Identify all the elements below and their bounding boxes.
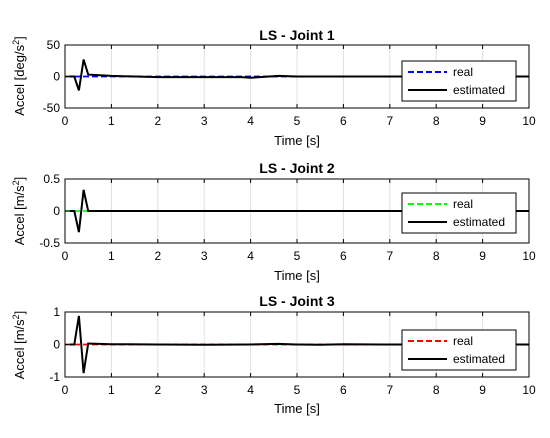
x-axis-label: Time [s]	[274, 401, 320, 416]
legend-box	[401, 329, 517, 371]
x-tick-label: 10	[522, 114, 536, 128]
legend: real estimated	[401, 60, 517, 102]
x-tick-label: 4	[247, 114, 254, 128]
x-tick-label: 3	[201, 383, 208, 397]
x-tick-label: 8	[433, 383, 440, 397]
x-tick-label: 9	[479, 114, 486, 128]
x-tick-label: 7	[386, 249, 393, 263]
y-tick-label: 0	[53, 204, 60, 218]
legend-label-real: real	[453, 197, 473, 211]
y-axis-label: Accel [deg/s2]	[11, 36, 27, 115]
y-tick-label: 1	[53, 305, 60, 319]
x-tick-label: 2	[154, 383, 161, 397]
x-tick-label: 10	[522, 249, 536, 263]
x-tick-label: 10	[522, 383, 536, 397]
y-tick-label: -0.5	[39, 236, 60, 250]
x-tick-label: 5	[294, 114, 301, 128]
legend-label-real: real	[453, 65, 473, 79]
x-tick-label: 1	[108, 114, 115, 128]
x-tick-label: 2	[154, 114, 161, 128]
y-tick-label: -1	[49, 370, 60, 384]
x-tick-label: 4	[247, 383, 254, 397]
legend: real estimated	[401, 192, 517, 234]
x-tick-label: 4	[247, 249, 254, 263]
series-line-estimated	[69, 59, 529, 91]
x-tick-label: 0	[62, 383, 69, 397]
x-tick-label: 9	[479, 249, 486, 263]
x-tick-label: 8	[433, 249, 440, 263]
x-axis-label: Time [s]	[274, 133, 320, 148]
y-tick-label: -50	[43, 101, 61, 115]
x-tick-label: 5	[294, 249, 301, 263]
x-tick-label: 6	[340, 114, 347, 128]
legend: real estimated	[401, 329, 517, 371]
legend-box	[401, 192, 517, 234]
legend-label-real: real	[453, 334, 473, 348]
x-tick-label: 7	[386, 114, 393, 128]
y-tick-label: 0	[53, 70, 60, 84]
y-tick-label: 0.5	[43, 172, 60, 186]
x-tick-label: 5	[294, 383, 301, 397]
chart-title: LS - Joint 1	[259, 27, 335, 43]
x-axis-label: Time [s]	[274, 268, 320, 283]
legend-label-estimated: estimated	[453, 215, 505, 229]
chart-title: LS - Joint 2	[259, 160, 335, 176]
x-tick-label: 6	[340, 383, 347, 397]
y-tick-label: 0	[53, 338, 60, 352]
x-tick-label: 9	[479, 383, 486, 397]
chart-title: LS - Joint 3	[259, 293, 335, 309]
legend-box	[401, 60, 517, 102]
series-line-estimated	[69, 189, 529, 233]
x-tick-label: 3	[201, 249, 208, 263]
x-tick-label: 0	[62, 249, 69, 263]
x-tick-label: 1	[108, 249, 115, 263]
x-tick-label: 6	[340, 249, 347, 263]
y-axis-label: Accel [m/s2]	[11, 311, 27, 380]
x-tick-label: 7	[386, 383, 393, 397]
y-tick-label: 50	[47, 38, 61, 52]
x-tick-label: 1	[108, 383, 115, 397]
x-tick-label: 8	[433, 114, 440, 128]
legend-label-estimated: estimated	[453, 83, 505, 97]
x-tick-label: 2	[154, 249, 161, 263]
y-axis-label: Accel [m/s2]	[11, 177, 27, 246]
x-tick-label: 0	[62, 114, 69, 128]
x-tick-label: 3	[201, 114, 208, 128]
legend-label-estimated: estimated	[453, 352, 505, 366]
series-line-estimated	[69, 315, 529, 374]
